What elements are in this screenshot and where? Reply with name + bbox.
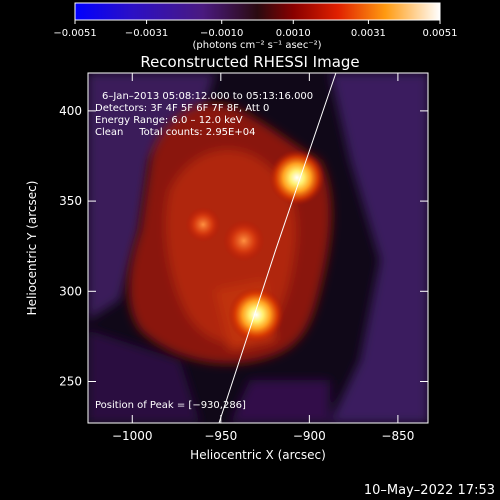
background-emission — [88, 73, 428, 423]
y-tick-label: 250 — [59, 375, 82, 389]
annotation-energy: Energy Range: 6.0 – 12.0 keV — [95, 115, 243, 126]
annotation-detectors: Detectors: 3F 4F 5F 6F 7F 8F, Att 0 — [95, 103, 269, 114]
flare-source — [268, 149, 325, 206]
y-axis-label: Heliocentric Y (arcsec) — [25, 181, 39, 316]
colorbar-tick-label: −0.0010 — [200, 28, 243, 39]
colorbar-tick-label: −0.0031 — [125, 28, 168, 39]
x-tick-label: −900 — [293, 429, 326, 443]
y-axis-ticks: 250 300 350 400 — [59, 104, 428, 389]
colorbar-tick-label: 0.0031 — [351, 28, 386, 39]
footer-timestamp: 10–May–2022 17:53 — [364, 483, 495, 498]
colorbar-tick-label: −0.0051 — [53, 28, 96, 39]
colorbar-units-label: (photons cm⁻² s⁻¹ asec⁻²) — [192, 40, 321, 51]
colorbar-gradient — [74, 2, 441, 21]
chart-title: Reconstructed RHESSI Image — [140, 53, 359, 71]
colorbar-tick-label: 0.0051 — [423, 28, 458, 39]
flare-sources — [185, 149, 325, 343]
solar-limb-line — [218, 73, 337, 423]
annotation-clean: Clean Total counts: 2.95E+04 — [95, 127, 255, 138]
flare-source — [228, 286, 285, 343]
x-axis-ticks: −1000 −950 −900 −850 — [112, 73, 414, 443]
x-axis-label: Heliocentric X (arcsec) — [190, 448, 326, 462]
x-tick-label: −1000 — [112, 429, 153, 443]
y-tick-label: 300 — [59, 284, 82, 298]
y-tick-label: 400 — [59, 104, 82, 118]
plot-area: −1000 −950 −900 −850 250 300 350 400 — [59, 72, 429, 443]
x-tick-label: −850 — [381, 429, 414, 443]
colorbar-tick-label: 0.0010 — [276, 28, 311, 39]
annotation-peak-position: Position of Peak = [−930,286] — [95, 400, 246, 411]
colorbar: −0.0051 −0.0031 −0.0010 0.0010 0.0031 0.0051 … — [53, 2, 458, 51]
flare-source — [223, 219, 265, 262]
colorbar-ticks: −0.0051 −0.0031 −0.0010 0.0010 0.0031 0.0051 — [53, 20, 458, 39]
plot-frame — [87, 72, 429, 424]
y-tick-label: 350 — [59, 194, 82, 208]
annotations: 6–Jan–2013 05:08:12.000 to 05:13:16.000 … — [95, 91, 313, 411]
annotation-time-range: 6–Jan–2013 05:08:12.000 to 05:13:16.000 — [102, 91, 313, 102]
x-tick-label: −950 — [204, 429, 237, 443]
flare-source — [185, 206, 221, 243]
